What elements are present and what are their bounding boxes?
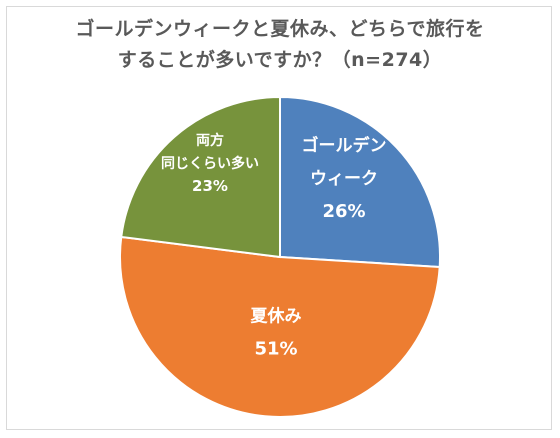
pie-slices [119,95,441,419]
slice-category-label-2: 夏休み [251,305,302,326]
pie-slice-1 [279,95,441,269]
slice-category-label-3: 同じくらい多い [161,155,259,172]
chart-title-line-1: ゴールデンウィークと夏休み、どちらで旅行を [75,18,485,40]
slice-category-label-3: 両方 [196,132,224,149]
pie-slice-3 [120,95,281,259]
pie-slice-2 [119,235,441,419]
slice-value-label-1: 26% [322,201,365,222]
slice-value-label-2: 51% [254,338,297,359]
chart-title: ゴールデンウィークと夏休み、どちらで旅行を することが多いですか？（n=274） [0,14,560,76]
slice-category-label-1: ウィーク [310,169,378,189]
slice-value-label-3: 23% [192,177,228,195]
chart-title-line-2: することが多いですか？（n=274） [117,49,443,71]
slice-category-label-1: ゴールデン [302,135,387,156]
